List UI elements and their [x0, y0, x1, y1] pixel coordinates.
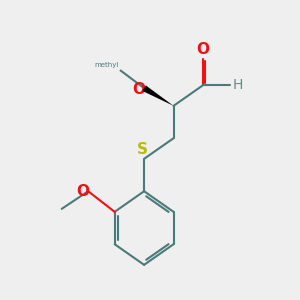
Text: S: S	[137, 142, 148, 158]
Polygon shape	[142, 85, 174, 106]
Text: O: O	[76, 184, 90, 199]
Text: H: H	[233, 78, 243, 92]
Text: methyl: methyl	[95, 61, 119, 68]
Text: O: O	[133, 82, 146, 97]
Text: O: O	[196, 42, 209, 57]
